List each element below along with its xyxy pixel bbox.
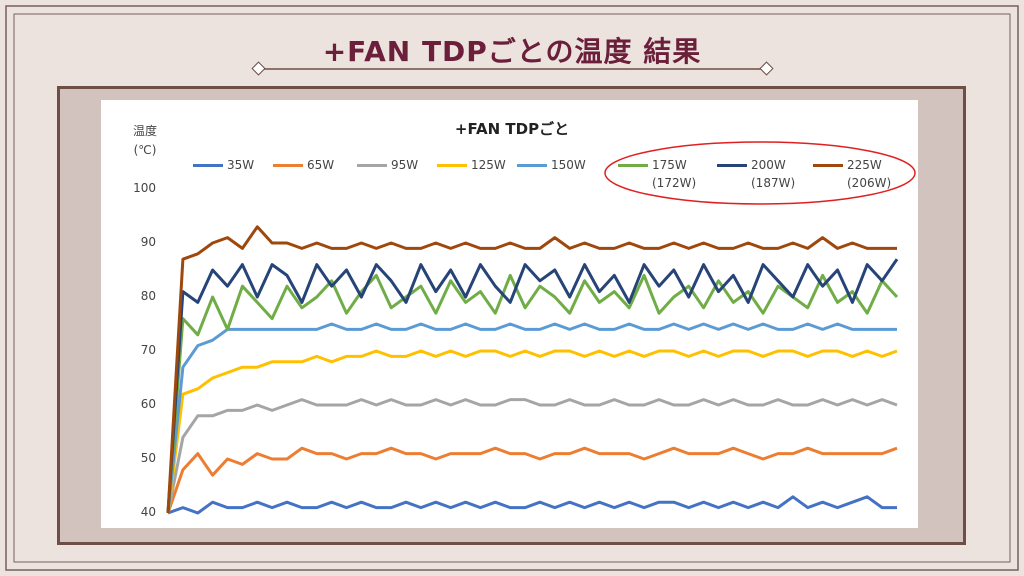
y-tick-label: 40 (140, 505, 156, 519)
legend-swatch (437, 164, 467, 167)
legend-item: 175W (172W) (618, 156, 696, 192)
legend-label: 125W (471, 158, 506, 172)
chart-title: +FAN TDPごと (454, 120, 570, 138)
y-axis-label: 温度 (℃) (132, 124, 157, 157)
legend-swatch (517, 164, 547, 167)
line-series (166, 398, 898, 514)
line-series (166, 225, 897, 514)
legend-item: 125W (437, 156, 506, 174)
legend-swatch (193, 164, 223, 167)
y-tick-label: 80 (140, 289, 156, 303)
line-series (166, 258, 899, 514)
legend-item: 65W (273, 156, 334, 174)
legend-label: 225W (206W) (847, 158, 892, 190)
y-tick-label: 100 (133, 181, 156, 195)
legend-swatch (618, 164, 648, 167)
legend-label: 65W (307, 158, 335, 172)
line-series (166, 322, 897, 514)
legend-label: 150W (551, 158, 586, 172)
legend-label: 35W (227, 158, 255, 172)
legend-item: 95W (357, 156, 418, 174)
legend-item: 150W (517, 156, 586, 174)
legend-label: 200W (187W) (751, 158, 796, 190)
legend-label: 175W (172W) (652, 158, 697, 190)
legend-label: 95W (391, 158, 419, 172)
line-series (167, 495, 897, 515)
legend-item: 225W (206W) (813, 156, 891, 192)
line-series (166, 349, 898, 514)
diamond (251, 61, 266, 76)
legend-item: 35W (193, 156, 254, 174)
highlight-ellipse (604, 141, 916, 205)
line-series (166, 446, 898, 514)
legend-swatch (273, 164, 303, 167)
chart-area (101, 100, 918, 528)
y-tick-label: 50 (140, 451, 156, 465)
y-tick-label: 60 (140, 397, 156, 411)
legend-swatch (357, 164, 387, 167)
diamond (759, 61, 774, 76)
legend-swatch (813, 164, 843, 167)
y-tick-label: 70 (140, 343, 156, 357)
y-tick-label: 90 (140, 235, 156, 249)
line-series (166, 273, 899, 514)
legend-item: 200W (187W) (717, 156, 795, 192)
inner-border (13, 13, 1011, 563)
outer-border (5, 5, 1019, 571)
slide-title: +FAN TDPごとの温度 結果 (322, 35, 702, 68)
legend-swatch (717, 164, 747, 167)
